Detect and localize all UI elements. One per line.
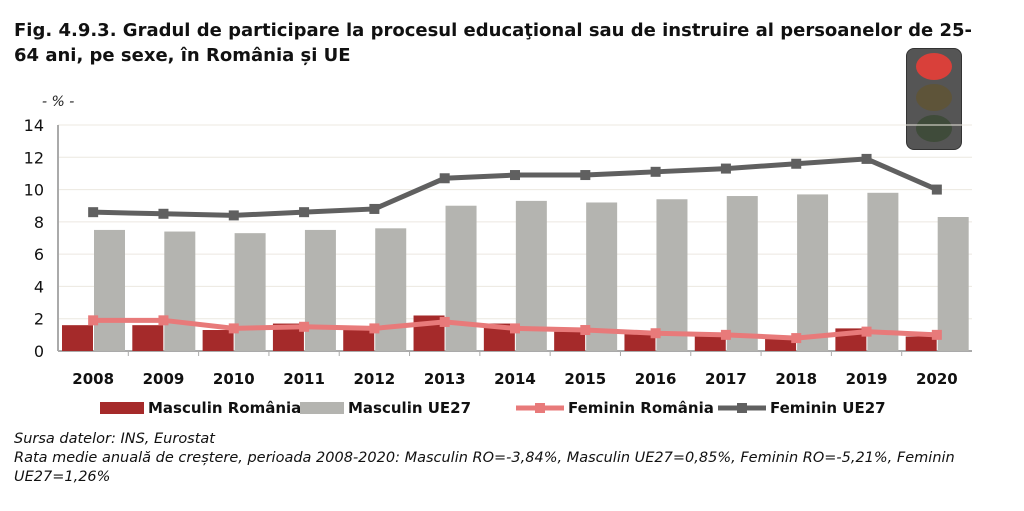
y-tick-label: 10: [24, 181, 44, 200]
marker-feminin-ue27: [439, 173, 450, 184]
marker-feminin-ue27: [228, 210, 239, 221]
marker-feminin-ue27: [369, 203, 380, 214]
bar-masculin-românia: [554, 331, 586, 351]
legend-label: Masculin România: [148, 399, 301, 417]
y-tick-label: 4: [34, 277, 44, 296]
chart-title: Fig. 4.9.3. Gradul de participare la pro…: [14, 20, 972, 66]
marker-feminin-ue27: [650, 166, 661, 177]
x-tick-label: 2015: [564, 370, 606, 388]
y-tick-label: 2: [34, 310, 44, 329]
bar-masculin-românia: [202, 330, 234, 351]
bar-masculin-ue27: [375, 228, 407, 351]
green-light: [916, 115, 952, 142]
bar-masculin-românia: [624, 333, 656, 351]
bar-masculin-ue27: [445, 205, 477, 351]
legend-swatch: [100, 402, 144, 414]
growth-note: Rata medie anuală de creștere, perioada …: [14, 450, 955, 485]
red-light: [916, 53, 952, 80]
x-tick-label: 2018: [775, 370, 817, 388]
bar-masculin-românia: [343, 330, 375, 351]
marker-feminin-românia: [228, 323, 239, 334]
bar-masculin-ue27: [867, 192, 899, 351]
source-note: Sursa datelor: INS, Eurostat: [14, 431, 215, 447]
marker-feminin-ue27: [791, 158, 802, 169]
marker-feminin-ue27: [580, 170, 591, 181]
marker-feminin-ue27: [510, 170, 520, 181]
legend-swatch: [300, 402, 344, 414]
marker-feminin-românia: [931, 329, 942, 340]
bar-masculin-ue27: [304, 229, 336, 351]
bar-masculin-ue27: [726, 196, 758, 351]
marker-feminin-românia: [439, 316, 450, 327]
x-tick-label: 2011: [283, 370, 325, 388]
x-tick-label: 2019: [846, 370, 888, 388]
marker-feminin-ue27: [720, 163, 731, 174]
marker-feminin-românia: [791, 333, 802, 344]
footer: Sursa datelor: INS, Eurostat Rata medie …: [14, 430, 1014, 487]
bar-masculin-ue27: [164, 231, 196, 351]
bar-masculin-ue27: [234, 233, 266, 351]
bar-masculin-românia: [62, 325, 93, 351]
x-tick-label: 2017: [705, 370, 747, 388]
bar-masculin-ue27: [94, 229, 125, 351]
marker-feminin-ue27: [158, 208, 169, 219]
marker-feminin-ue27: [88, 207, 99, 218]
x-tick-label: 2010: [213, 370, 255, 388]
bar-masculin-românia: [132, 325, 164, 351]
marker-feminin-românia: [861, 326, 872, 337]
marker-feminin-românia: [299, 321, 310, 332]
bar-masculin-ue27: [797, 194, 829, 351]
y-tick-label: 8: [34, 213, 44, 232]
legend-label: Feminin România: [568, 399, 714, 417]
x-tick-label: 2020: [916, 370, 958, 388]
bar-masculin-românia: [694, 336, 726, 351]
legend-marker: [737, 403, 747, 413]
bar-masculin-ue27: [656, 199, 688, 351]
marker-feminin-românia: [650, 328, 661, 339]
bar-masculin-românia: [905, 336, 937, 351]
marker-feminin-ue27: [299, 207, 310, 218]
x-tick-label: 2014: [494, 370, 536, 388]
y-tick-label: 14: [24, 116, 44, 135]
x-tick-label: 2008: [72, 370, 114, 388]
marker-feminin-ue27: [861, 153, 872, 164]
bar-masculin-românia: [765, 338, 797, 351]
marker-feminin-românia: [369, 323, 380, 334]
x-tick-label: 2016: [635, 370, 677, 388]
y-unit-label: - % -: [42, 94, 75, 110]
traffic-light-icon: [906, 48, 962, 150]
marker-feminin-ue27: [931, 184, 942, 195]
y-tick-label: 6: [34, 245, 44, 264]
y-tick-label: 12: [24, 148, 44, 167]
x-tick-label: 2012: [354, 370, 396, 388]
yellow-light: [916, 84, 952, 111]
x-tick-label: 2013: [424, 370, 466, 388]
legend-label: Feminin UE27: [770, 399, 886, 417]
bar-masculin-ue27: [586, 202, 618, 351]
bar-masculin-ue27: [515, 200, 547, 351]
bar-masculin-ue27: [937, 217, 969, 351]
legend-label: Masculin UE27: [348, 399, 471, 417]
chart: 0 2 4 6 8 10 12 14 2008 2009 2010 2011 2012 2013 2014 2…: [24, 116, 972, 417]
marker-feminin-românia: [580, 325, 591, 336]
marker-feminin-românia: [510, 323, 520, 334]
marker-feminin-românia: [88, 315, 99, 326]
marker-feminin-românia: [158, 315, 169, 326]
legend-marker: [535, 403, 545, 413]
marker-feminin-românia: [720, 329, 731, 340]
y-tick-label: 0: [34, 342, 44, 361]
x-tick-label: 2009: [143, 370, 185, 388]
